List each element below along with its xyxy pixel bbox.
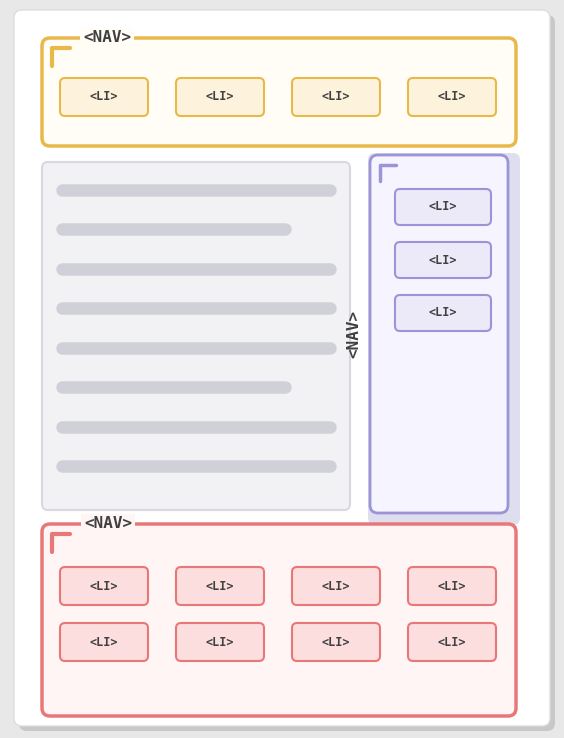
FancyBboxPatch shape: [60, 623, 148, 661]
Text: <LI>: <LI>: [206, 579, 234, 593]
FancyBboxPatch shape: [408, 623, 496, 661]
Text: <LI>: <LI>: [321, 91, 350, 103]
FancyBboxPatch shape: [292, 623, 380, 661]
FancyBboxPatch shape: [395, 242, 491, 278]
Text: <LI>: <LI>: [90, 91, 118, 103]
FancyBboxPatch shape: [176, 78, 264, 116]
Text: <LI>: <LI>: [90, 635, 118, 649]
Text: <LI>: <LI>: [438, 579, 466, 593]
FancyBboxPatch shape: [176, 623, 264, 661]
FancyBboxPatch shape: [176, 567, 264, 605]
Text: <LI>: <LI>: [429, 201, 457, 213]
FancyBboxPatch shape: [368, 153, 520, 525]
FancyBboxPatch shape: [395, 295, 491, 331]
FancyBboxPatch shape: [60, 567, 148, 605]
Text: <LI>: <LI>: [429, 253, 457, 266]
FancyBboxPatch shape: [408, 78, 496, 116]
Text: <LI>: <LI>: [438, 91, 466, 103]
Text: <LI>: <LI>: [321, 579, 350, 593]
Text: <NAV>: <NAV>: [346, 310, 362, 358]
FancyBboxPatch shape: [408, 567, 496, 605]
FancyBboxPatch shape: [42, 162, 350, 510]
FancyBboxPatch shape: [19, 15, 555, 731]
FancyBboxPatch shape: [370, 155, 508, 513]
Text: <NAV>: <NAV>: [83, 30, 131, 46]
Text: <NAV>: <NAV>: [84, 517, 132, 531]
FancyBboxPatch shape: [292, 78, 380, 116]
Text: <LI>: <LI>: [438, 635, 466, 649]
FancyBboxPatch shape: [395, 189, 491, 225]
Text: <LI>: <LI>: [321, 635, 350, 649]
Text: <LI>: <LI>: [90, 579, 118, 593]
FancyBboxPatch shape: [14, 10, 550, 726]
FancyBboxPatch shape: [292, 567, 380, 605]
FancyBboxPatch shape: [42, 38, 516, 146]
Text: <LI>: <LI>: [206, 635, 234, 649]
FancyBboxPatch shape: [42, 524, 516, 716]
FancyBboxPatch shape: [60, 78, 148, 116]
Text: <LI>: <LI>: [429, 306, 457, 320]
Text: <LI>: <LI>: [206, 91, 234, 103]
